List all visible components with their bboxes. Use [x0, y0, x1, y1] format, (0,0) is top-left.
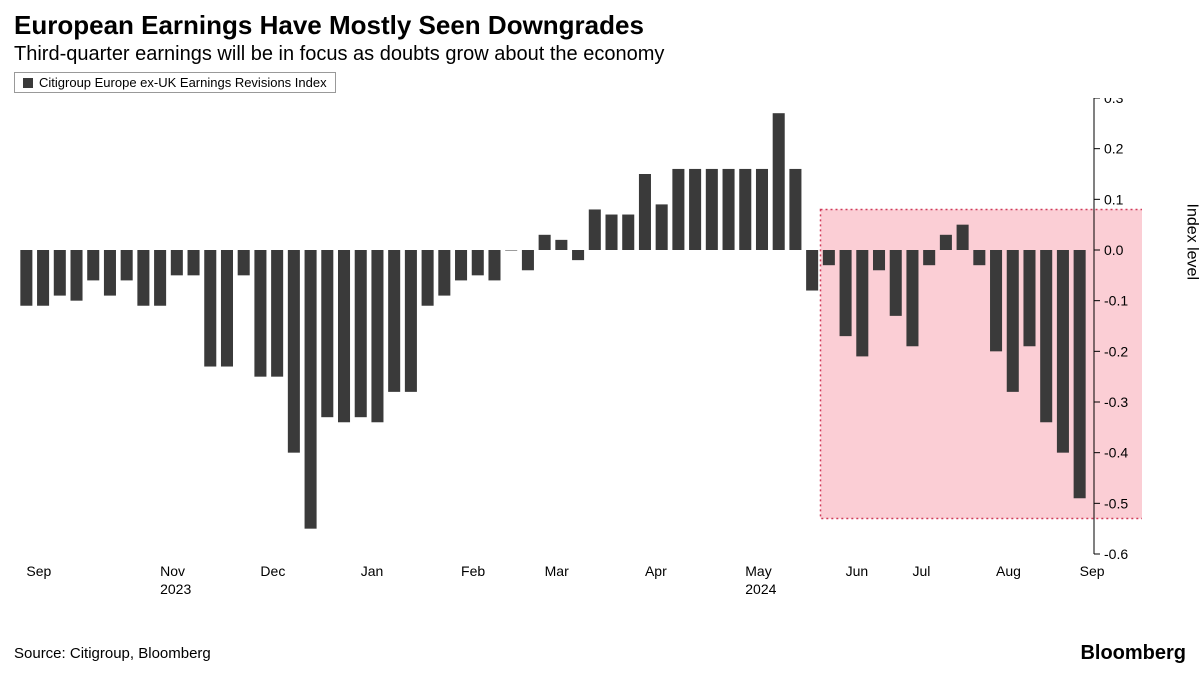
bar	[906, 250, 918, 346]
bar	[171, 250, 183, 275]
bar	[789, 169, 801, 250]
y-tick-label: 0.2	[1104, 141, 1124, 157]
bar	[923, 250, 935, 265]
bar	[188, 250, 200, 275]
bar	[438, 250, 450, 296]
bar	[338, 250, 350, 422]
y-axis-label: Index level	[1182, 204, 1200, 281]
bar	[973, 250, 985, 265]
x-tick-label: Nov	[160, 563, 185, 579]
bar	[221, 250, 233, 367]
y-tick-label: -0.5	[1104, 495, 1128, 511]
bar	[605, 215, 617, 250]
bar	[405, 250, 417, 392]
x-tick-label: Jul	[912, 563, 930, 579]
bar	[70, 250, 82, 301]
bar	[856, 250, 868, 356]
bar	[522, 250, 534, 270]
x-tick-label: Sep	[1080, 563, 1105, 579]
bar	[990, 250, 1002, 351]
bar	[589, 209, 601, 250]
bar	[873, 250, 885, 270]
bar	[823, 250, 835, 265]
x-tick-label: Aug	[996, 563, 1021, 579]
bar	[488, 250, 500, 280]
y-tick-label: -0.6	[1104, 546, 1128, 562]
bar	[756, 169, 768, 250]
y-tick-label: -0.2	[1104, 343, 1128, 359]
bar	[723, 169, 735, 250]
x-tick-label: Dec	[260, 563, 285, 579]
x-year-label: 2023	[160, 581, 191, 597]
bar	[505, 250, 517, 251]
bar	[37, 250, 49, 306]
y-tick-label: -0.3	[1104, 394, 1128, 410]
y-tick-label: 0.3	[1104, 98, 1124, 106]
bar	[1074, 250, 1086, 498]
source-text: Source: Citigroup, Bloomberg	[14, 645, 211, 662]
bar	[422, 250, 434, 306]
bar	[1040, 250, 1052, 422]
bar	[254, 250, 266, 377]
legend-swatch	[23, 78, 33, 88]
bar	[238, 250, 250, 275]
bar	[890, 250, 902, 316]
bar	[639, 174, 651, 250]
legend: Citigroup Europe ex-UK Earnings Revision…	[14, 72, 336, 93]
bar	[940, 235, 952, 250]
bar	[572, 250, 584, 260]
x-tick-label: Mar	[545, 563, 569, 579]
x-tick-label: Jan	[361, 563, 384, 579]
chart-title: European Earnings Have Mostly Seen Downg…	[14, 10, 1186, 41]
bar	[656, 204, 668, 250]
bar	[1023, 250, 1035, 346]
x-tick-label: Feb	[461, 563, 485, 579]
chart-subtitle: Third-quarter earnings will be in focus …	[14, 43, 1186, 66]
bar	[739, 169, 751, 250]
x-tick-label: Sep	[26, 563, 51, 579]
bar	[806, 250, 818, 291]
bar	[104, 250, 116, 296]
bar	[121, 250, 133, 280]
bar	[689, 169, 701, 250]
bar	[154, 250, 166, 306]
bar	[957, 225, 969, 250]
bar	[355, 250, 367, 417]
bar	[455, 250, 467, 280]
chart-plot-area: 0.30.20.10.0-0.1-0.2-0.3-0.4-0.5-0.6SepN…	[14, 98, 1142, 578]
bar	[622, 215, 634, 250]
legend-label: Citigroup Europe ex-UK Earnings Revision…	[39, 75, 327, 90]
bar	[87, 250, 99, 280]
y-tick-label: 0.1	[1104, 191, 1124, 207]
y-tick-label: -0.1	[1104, 293, 1128, 309]
brand-logo: Bloomberg	[1080, 642, 1186, 665]
y-tick-label: -0.4	[1104, 445, 1128, 461]
bar	[321, 250, 333, 417]
x-tick-label: Jun	[846, 563, 869, 579]
bar	[472, 250, 484, 275]
x-year-label: 2024	[745, 581, 776, 597]
bar	[555, 240, 567, 250]
bar	[371, 250, 383, 422]
bar	[204, 250, 216, 367]
bar	[840, 250, 852, 336]
bar	[20, 250, 32, 306]
bar	[773, 113, 785, 250]
bar	[305, 250, 317, 529]
y-tick-label: 0.0	[1104, 242, 1124, 258]
bar	[706, 169, 718, 250]
bar	[672, 169, 684, 250]
bar	[1057, 250, 1069, 453]
bar	[137, 250, 149, 306]
bar	[1007, 250, 1019, 392]
x-tick-label: Apr	[645, 563, 667, 579]
bar	[288, 250, 300, 453]
bar	[539, 235, 551, 250]
bar	[388, 250, 400, 392]
x-tick-label: May	[745, 563, 771, 579]
bar	[271, 250, 283, 377]
bar	[54, 250, 66, 296]
